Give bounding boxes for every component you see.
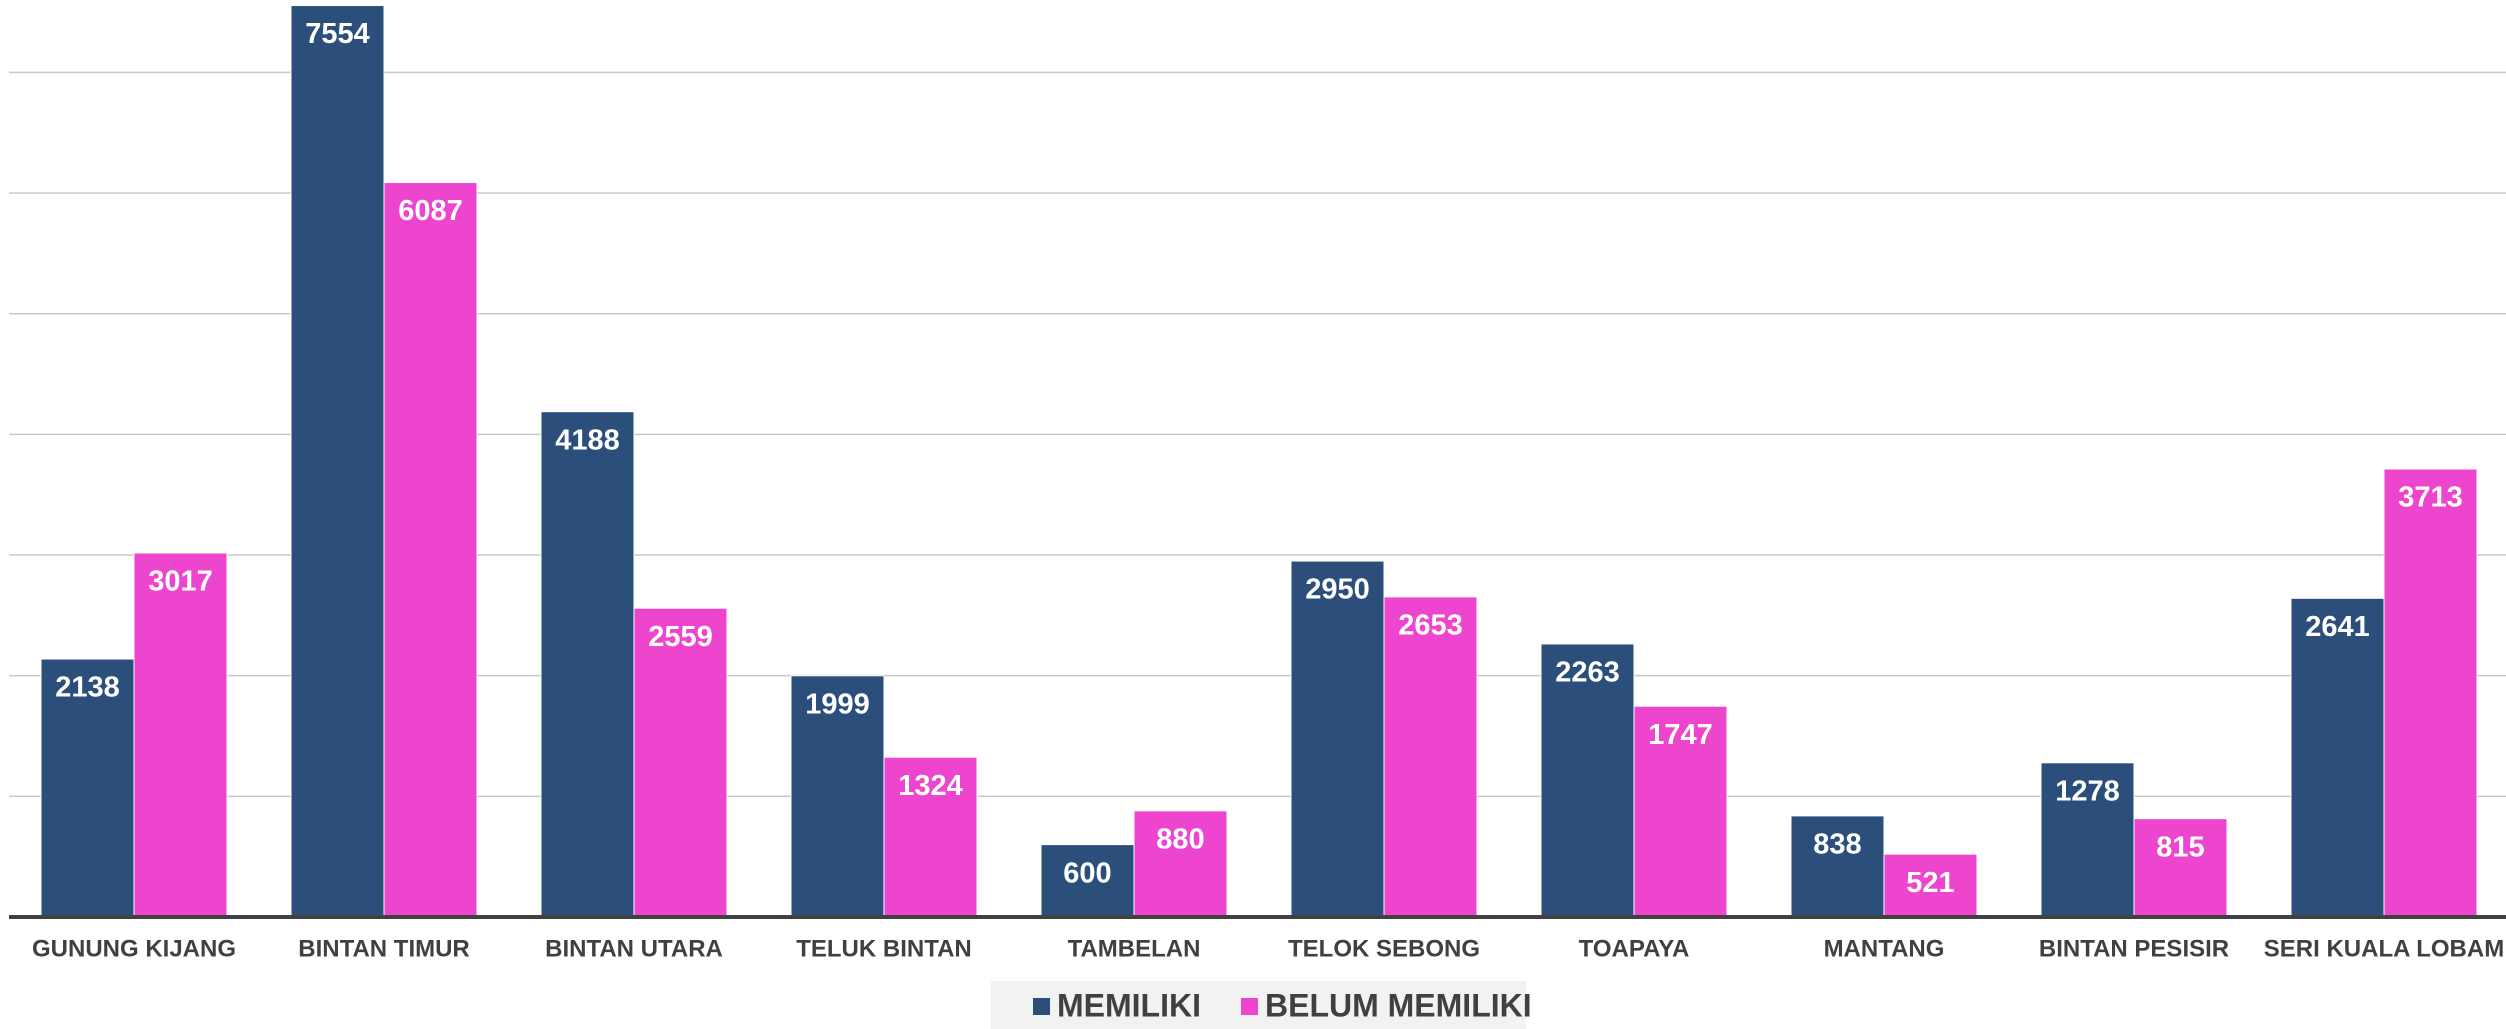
data-label: 2653 bbox=[1398, 610, 1463, 642]
legend-swatch bbox=[1033, 998, 1050, 1015]
bar bbox=[1133, 810, 1228, 918]
data-label: 6087 bbox=[398, 195, 463, 227]
bar bbox=[2133, 818, 2228, 918]
x-tick-label: BINTAN TIMUR bbox=[298, 935, 470, 962]
bar bbox=[133, 552, 228, 918]
legend-swatch bbox=[1240, 998, 1258, 1015]
data-label: 3713 bbox=[2398, 482, 2463, 514]
data-label: 2559 bbox=[648, 621, 713, 653]
bar bbox=[540, 411, 635, 918]
data-label: 4188 bbox=[555, 424, 620, 456]
x-tick-label: BINTAN PESISIR bbox=[2039, 935, 2229, 962]
bar bbox=[1883, 853, 1978, 918]
bar bbox=[290, 5, 385, 918]
bar bbox=[2040, 762, 2135, 918]
bar bbox=[2383, 468, 2478, 918]
data-label: 7554 bbox=[305, 18, 370, 50]
legend-label: MEMILIKI bbox=[1057, 987, 1201, 1023]
data-label: 1999 bbox=[805, 688, 870, 720]
x-tick-label: TOAPAYA bbox=[1579, 935, 1690, 962]
data-label: 1747 bbox=[1648, 719, 1713, 751]
bar bbox=[633, 607, 728, 918]
data-label: 3017 bbox=[148, 566, 213, 598]
x-tick-label: TELUK BINTAN bbox=[796, 935, 972, 962]
bar bbox=[40, 658, 135, 918]
data-label: 2641 bbox=[2305, 611, 2370, 643]
data-label: 815 bbox=[2156, 831, 2204, 863]
bar bbox=[383, 182, 478, 918]
x-tick-label: TAMBELAN bbox=[1068, 935, 1201, 962]
x-tick-label: SERI KUALA LOBAM bbox=[2264, 935, 2504, 962]
bar bbox=[1290, 560, 1385, 918]
data-label: 521 bbox=[1906, 867, 1954, 899]
x-tick-label: TELOK SEBONG bbox=[1288, 935, 1480, 962]
bar bbox=[1790, 815, 1885, 918]
bar bbox=[1540, 643, 1635, 918]
data-label: 1324 bbox=[898, 770, 963, 802]
x-tick-label: GUNUNG KIJANG bbox=[32, 935, 236, 962]
data-label: 2138 bbox=[55, 672, 120, 704]
data-label: 1278 bbox=[2055, 775, 2120, 807]
bar bbox=[1383, 596, 1478, 918]
bar bbox=[790, 675, 885, 918]
bar bbox=[2290, 597, 2385, 918]
bar bbox=[1633, 705, 1728, 918]
data-label: 2950 bbox=[1305, 574, 1370, 606]
bar bbox=[1040, 844, 1135, 918]
x-tick-label: BINTAN UTARA bbox=[545, 935, 723, 962]
data-label: 838 bbox=[1813, 829, 1861, 861]
data-label: 2263 bbox=[1555, 657, 1620, 689]
data-label: 880 bbox=[1156, 823, 1204, 855]
x-tick-label: MANTANG bbox=[1824, 935, 1945, 962]
legend-box bbox=[991, 981, 1526, 1029]
data-label: 600 bbox=[1063, 857, 1111, 889]
legend-label: BELUM MEMILIKI bbox=[1265, 987, 1532, 1023]
